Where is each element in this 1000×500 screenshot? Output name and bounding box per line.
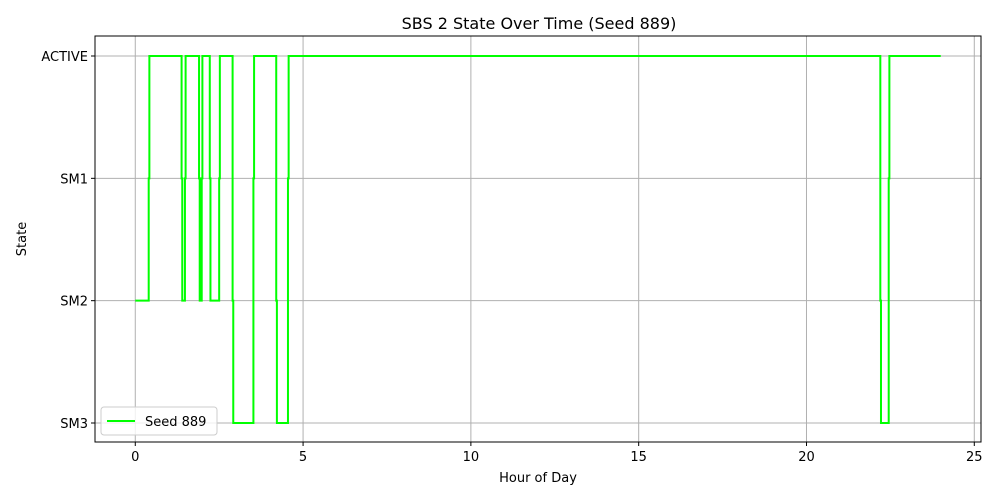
y-tick-label: SM1 [60,172,88,187]
y-tick-label: SM3 [60,417,88,432]
y-tick-label: ACTIVE [41,50,88,65]
ticks: 0 5 10 15 20 25 SM3 SM2 SM1 ACTIVE [41,50,982,465]
series-line [135,55,941,424]
chart-title: SBS 2 State Over Time (Seed 889) [402,14,677,33]
series-layer [135,55,941,424]
x-tick-label: 5 [299,450,307,465]
x-axis-label: Hour of Day [499,471,577,486]
y-tick-label: SM2 [60,295,88,310]
legend-label: Seed 889 [145,415,206,430]
plot-frame [94,35,982,443]
x-tick-label: 0 [131,450,139,465]
x-tick-label: 20 [798,450,815,465]
x-tick-label: 10 [463,450,480,465]
x-tick-label: 25 [966,450,983,465]
x-tick-label: 15 [630,450,647,465]
legend: Seed 889 [100,406,218,436]
legend-box [100,406,218,436]
y-axis-label: State [15,222,30,256]
